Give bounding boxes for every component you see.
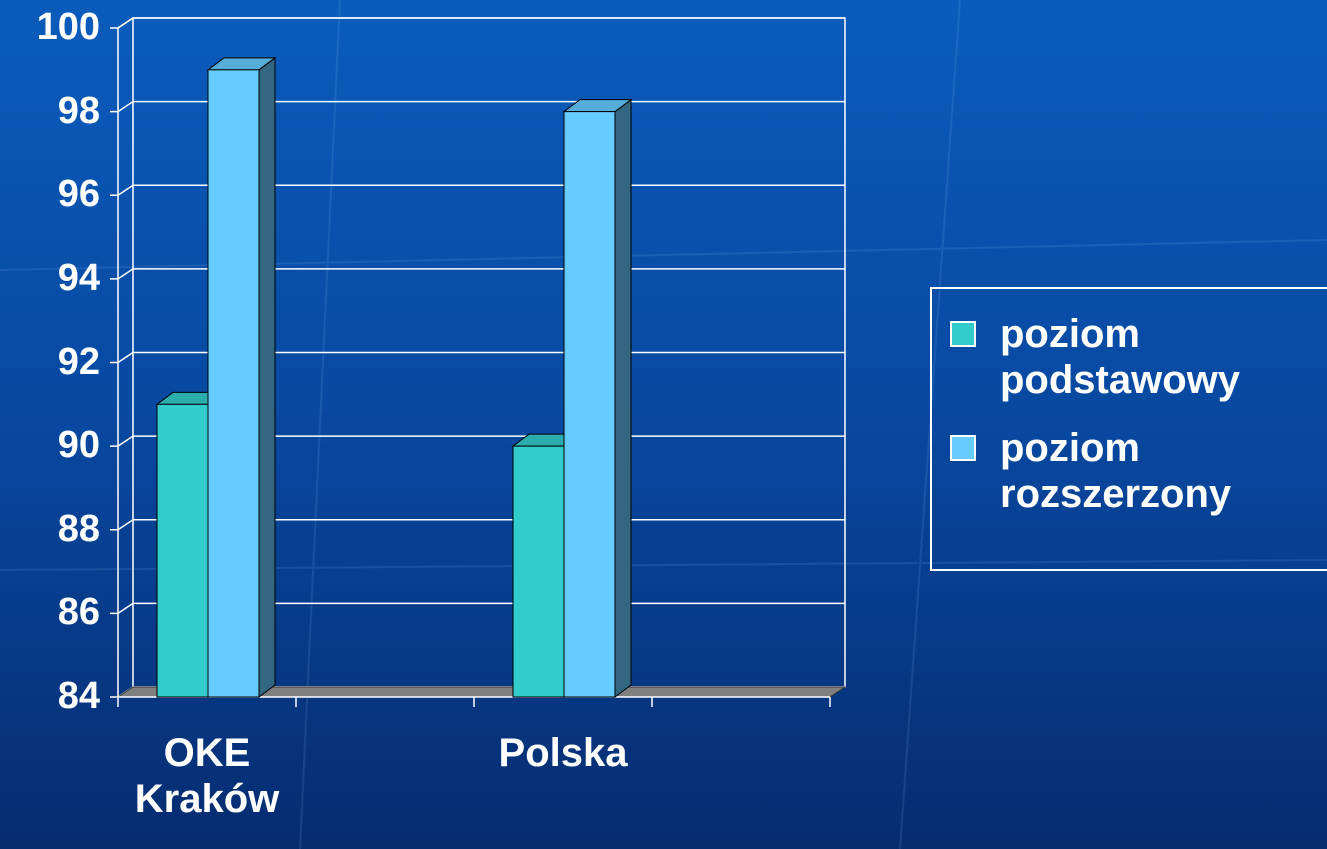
y-side-grid bbox=[117, 602, 134, 614]
y-tick-label: 96 bbox=[57, 173, 100, 216]
y-tick-label: 94 bbox=[57, 257, 100, 300]
y-side-grid bbox=[117, 435, 134, 447]
legend-label: poziom rozszerzony bbox=[1000, 426, 1232, 516]
legend-swatch bbox=[950, 321, 976, 347]
legend: poziom podstawowy poziom rozszerzony bbox=[930, 287, 1327, 571]
legend-item: poziom rozszerzony bbox=[932, 425, 1327, 517]
y-side-grid bbox=[117, 101, 134, 113]
y-tick-label: 92 bbox=[57, 340, 100, 383]
y-tick-label: 100 bbox=[36, 6, 100, 49]
bar-side bbox=[614, 98, 632, 698]
y-tick-label: 90 bbox=[57, 424, 100, 467]
y-side-grid bbox=[117, 351, 134, 364]
y-side-grid bbox=[117, 184, 134, 196]
x-tick-label: OKE Kraków bbox=[134, 731, 280, 821]
y-tick-label: 98 bbox=[57, 89, 100, 132]
y-side-grid bbox=[117, 17, 134, 29]
legend-label: poziom podstawowy bbox=[1000, 312, 1241, 402]
y-tick-label: 88 bbox=[57, 507, 100, 550]
x-tick-label: Polska bbox=[498, 731, 628, 775]
bar bbox=[512, 445, 565, 698]
legend-item: poziom podstawowy bbox=[932, 311, 1327, 403]
bar bbox=[207, 69, 260, 698]
legend-swatch bbox=[950, 435, 976, 461]
y-side-grid bbox=[117, 268, 134, 280]
bar bbox=[563, 111, 616, 698]
y-side-grid bbox=[117, 519, 134, 531]
y-tick-label: 86 bbox=[57, 591, 100, 634]
bar bbox=[156, 403, 209, 698]
bar-side bbox=[258, 56, 276, 698]
y-tick-label: 84 bbox=[57, 675, 100, 718]
